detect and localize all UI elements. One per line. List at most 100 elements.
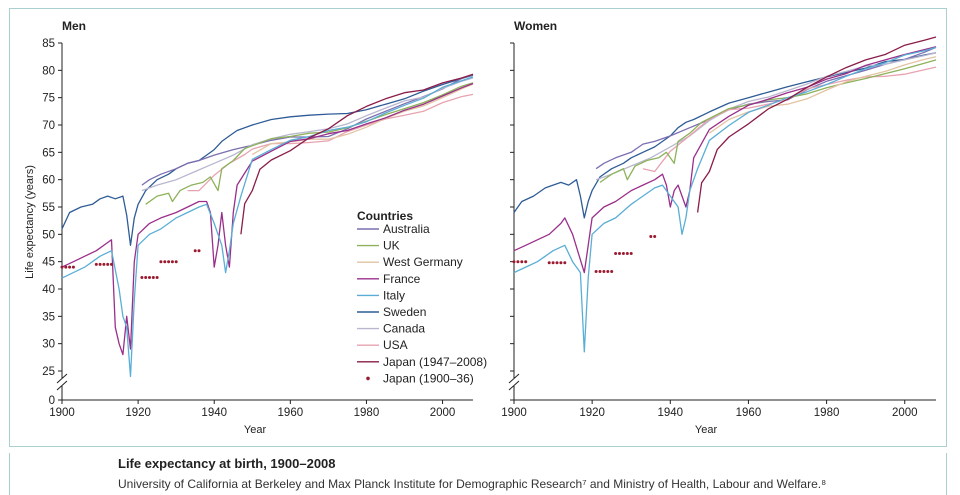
women-x-tick-label: 1940 xyxy=(657,407,683,419)
women-series-japan-1900-36-dot xyxy=(512,260,516,264)
legend-label-japan-1947-2008: Japan (1947–2008) xyxy=(383,355,487,369)
men-axis-break-mark xyxy=(56,380,68,391)
men-series-japan-1900-36-dot xyxy=(98,262,102,266)
men-series-italy xyxy=(61,76,474,378)
women-series-japan-1900-36-dot xyxy=(598,270,602,273)
men-y-tick-label: 70 xyxy=(42,120,55,132)
women-series-japan-1900-36-dot xyxy=(625,252,629,255)
life-expectancy-chart: Men Life expectancy (years) Year 0 25 30 35… xyxy=(24,19,937,436)
legend-swatch-japan-1900-36 xyxy=(366,376,370,381)
legend-label-japan-1900-36: Japan (1900–36) xyxy=(383,371,474,385)
women-series-japan-1900-36-dot xyxy=(555,261,559,265)
legend-label-canada: Canada xyxy=(383,322,425,336)
men-series-japan-1900-36-dot xyxy=(102,262,106,266)
legend-label-italy: Italy xyxy=(383,288,405,302)
women-series-canada xyxy=(595,52,937,181)
men-y-tick-label: 25 xyxy=(42,366,55,378)
women-series-japan-1900-36-dot xyxy=(551,261,555,265)
women-series-japan-1900-36-dot xyxy=(629,252,633,255)
men-series-sweden xyxy=(61,74,474,246)
men-x-tick-label: 1920 xyxy=(125,407,151,419)
women-x-tick-label: 1920 xyxy=(579,407,605,419)
women-series-japan-1900-36-dot xyxy=(602,270,606,273)
legend-entries: Australia UK West Germany France Italy Sweden… xyxy=(357,222,487,385)
men-series-japan-1900-36-dot xyxy=(148,276,151,279)
men-y-axis-title: Life expectancy (years) xyxy=(24,165,36,279)
men-series-japan-1900-36-dot xyxy=(140,276,144,279)
men-x-axis-title: Year xyxy=(244,424,267,436)
men-series-japan-1900-36-dot xyxy=(64,265,68,269)
women-x-tick-label: 1960 xyxy=(736,407,762,419)
caption-title: Life expectancy at birth, 1900–2008 xyxy=(118,456,336,471)
men-x-tick-label: 1980 xyxy=(354,407,380,419)
men-y-tick-label: 40 xyxy=(42,284,55,296)
legend: Countries Australia UK West Germany France I… xyxy=(357,209,487,385)
men-panel: Men Life expectancy (years) Year 0 25 30 35… xyxy=(24,19,474,436)
men-y-tick-label: 0 xyxy=(49,395,55,407)
women-panel: Women Year 1900 1920 1940 1960 1980 2000 xyxy=(501,19,937,436)
legend-label-west-germany: West Germany xyxy=(383,255,463,269)
women-series-japan-1947-2008 xyxy=(696,36,937,213)
legend-label-australia: Australia xyxy=(383,222,430,236)
men-y-tick-label: 65 xyxy=(42,147,55,159)
men-x-tick-label: 2000 xyxy=(430,407,456,419)
women-series-japan-1900-36-dot xyxy=(594,270,598,273)
legend-label-uk: UK xyxy=(383,239,400,253)
women-series-japan-1900-36-dot xyxy=(516,260,520,264)
figure-frame xyxy=(9,8,947,447)
men-series-japan-1900-36-dot xyxy=(163,260,167,264)
women-series-italy xyxy=(513,46,937,353)
women-series-japan-1900-36-dot xyxy=(649,235,653,238)
men-series-japan-1900-36-dot xyxy=(151,276,155,279)
men-series-japan-1900-36-dot xyxy=(174,260,178,264)
women-axes: 1900 1920 1940 1960 1980 2000 xyxy=(501,42,936,419)
men-axes: 0 25 30 35 40 45 50 55 60 65 70 75 80 85 1900 1920 1940 1… xyxy=(42,38,473,419)
men-series-japan-1900-36-dot xyxy=(167,260,171,264)
women-x-axis-title: Year xyxy=(695,424,718,436)
men-series-canada xyxy=(141,77,474,192)
men-series-japan-1900-36-dot xyxy=(144,276,148,279)
men-series-japan-1900-36-dot xyxy=(159,260,163,264)
men-series-japan-1900-36-dot xyxy=(155,276,159,279)
women-series-japan-1900-36-dot xyxy=(618,252,621,255)
legend-title: Countries xyxy=(357,209,413,223)
women-series-japan-1900-36-dot xyxy=(653,235,657,238)
women-series-usa xyxy=(642,66,937,173)
men-series-japan-1900-36-dot xyxy=(68,265,72,269)
men-series-uk xyxy=(145,82,474,205)
women-series-japan-1900-36-dot xyxy=(610,270,614,273)
women-series-japan-1900-36-dot xyxy=(563,261,567,265)
caption-area: Life expectancy at birth, 1900–2008 Univ… xyxy=(9,453,947,495)
women-series-japan-1900-36-dot xyxy=(520,260,524,264)
women-panel-title: Women xyxy=(514,19,557,33)
legend-label-france: France xyxy=(383,272,421,286)
men-series-japan-1900-36-dot xyxy=(60,265,64,269)
women-series-japan-1900-36-dot xyxy=(614,252,618,255)
women-axis-break-mark xyxy=(508,373,520,384)
women-series-japan-1900-36-dot xyxy=(606,270,610,273)
men-panel-title: Men xyxy=(62,19,86,33)
women-series-uk xyxy=(599,59,937,183)
men-x-tick-label: 1940 xyxy=(201,407,227,419)
men-axis-break-mark xyxy=(56,373,68,384)
men-x-tick-label: 1960 xyxy=(278,407,304,419)
men-series-usa xyxy=(187,93,474,192)
men-series-japan-1900-36-dot xyxy=(94,262,98,266)
men-y-tick-label: 80 xyxy=(42,65,55,77)
men-series-japan-1900-36-dot xyxy=(197,249,201,253)
men-x-tick-label: 1900 xyxy=(49,407,75,419)
men-y-tick-label: 75 xyxy=(42,93,55,105)
women-x-tick-label: 1900 xyxy=(501,407,527,419)
women-series xyxy=(512,36,937,353)
women-series-japan-1900-36-dot xyxy=(524,260,528,264)
legend-label-sweden: Sweden xyxy=(383,305,426,319)
women-axis-break-mark xyxy=(508,380,520,391)
women-x-tick-label: 1980 xyxy=(814,407,840,419)
men-y-tick-label: 45 xyxy=(42,257,55,269)
men-y-tick-label: 60 xyxy=(42,175,55,187)
men-series-japan-1900-36-dot xyxy=(193,249,197,253)
men-y-tick-label: 85 xyxy=(42,38,55,50)
men-y-tick-label: 35 xyxy=(42,311,55,323)
men-y-tick-label: 50 xyxy=(42,229,55,241)
women-series-sweden xyxy=(513,52,937,219)
